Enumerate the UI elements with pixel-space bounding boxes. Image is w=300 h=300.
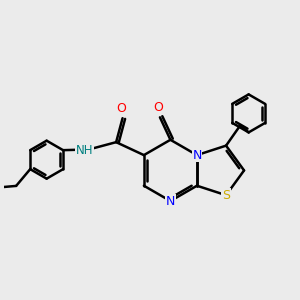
Text: S: S bbox=[222, 189, 230, 202]
Text: N: N bbox=[166, 194, 175, 208]
Text: O: O bbox=[116, 102, 126, 115]
Text: O: O bbox=[154, 101, 164, 114]
Text: NH: NH bbox=[76, 144, 93, 158]
Text: N: N bbox=[192, 148, 202, 162]
